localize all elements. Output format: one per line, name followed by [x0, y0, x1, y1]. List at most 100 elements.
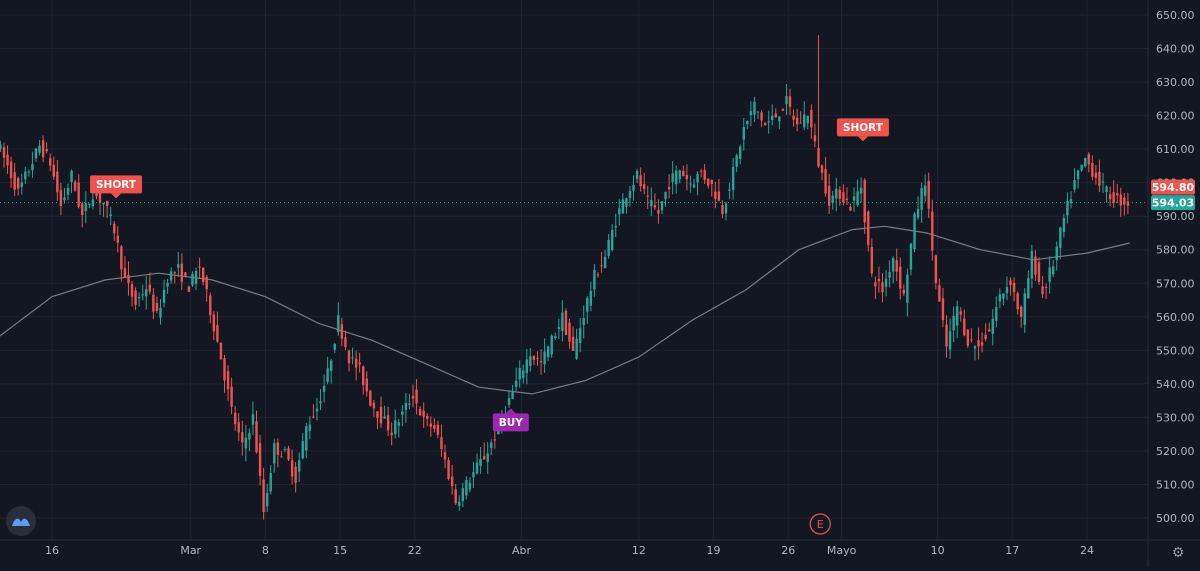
- candle-body: [938, 285, 941, 302]
- candle-body: [88, 203, 91, 205]
- candle-body: [20, 182, 23, 188]
- candle-body: [582, 318, 585, 326]
- candle-body: [717, 191, 721, 201]
- y-axis: 650.00640.00630.00620.00610.00600.00590.…: [1147, 0, 1200, 567]
- candle-body: [49, 158, 52, 166]
- candle-body: [422, 410, 425, 417]
- candle-body: [237, 422, 240, 433]
- y-tick-label: 630.00: [1156, 76, 1195, 89]
- candle-body: [280, 456, 283, 458]
- candle-body: [479, 458, 482, 467]
- candle-body: [906, 274, 909, 304]
- candle-body: [344, 337, 347, 348]
- candle-body: [1020, 306, 1023, 317]
- y-axis-background: [1148, 0, 1200, 567]
- candle-body: [141, 294, 144, 296]
- candle-body: [134, 290, 137, 305]
- candle-body: [123, 268, 127, 278]
- candle-body: [433, 424, 436, 430]
- candle-body: [514, 380, 518, 387]
- x-tick-label: 16: [45, 544, 59, 557]
- candle-body: [891, 258, 895, 272]
- event-marker-label: E: [817, 518, 824, 531]
- candle-body: [130, 284, 134, 297]
- candle-body: [27, 171, 31, 173]
- candle-body: [980, 342, 984, 346]
- candle-body: [618, 208, 621, 215]
- candle-body: [973, 346, 977, 349]
- candle-body: [9, 161, 13, 179]
- candle-body: [0, 144, 2, 150]
- candle-body: [739, 146, 742, 159]
- candle-body: [945, 324, 948, 347]
- candle-body: [987, 329, 991, 332]
- candle-body: [664, 191, 667, 200]
- candle-body: [351, 357, 354, 359]
- candle-body: [671, 173, 674, 183]
- candle-body: [273, 443, 276, 464]
- grid: [0, 0, 1148, 540]
- candle-body: [909, 243, 913, 270]
- candle-body: [703, 169, 706, 180]
- candle-body: [184, 272, 187, 276]
- candle-body: [330, 360, 333, 371]
- candle-body: [2, 147, 6, 158]
- y-tick-label: 610.00: [1156, 143, 1195, 156]
- candle-body: [771, 115, 774, 121]
- x-tick-label: 17: [1005, 544, 1019, 557]
- candle-body: [308, 424, 312, 431]
- candle-body: [198, 266, 201, 268]
- candles-layer: [0, 35, 1130, 520]
- candle-body: [995, 307, 998, 321]
- candle-body: [191, 273, 194, 286]
- candle-body: [913, 213, 916, 250]
- candle-body: [34, 148, 38, 159]
- candle-body: [728, 189, 731, 191]
- candle-body: [1126, 201, 1130, 206]
- candle-body: [13, 172, 16, 190]
- candle-body: [682, 171, 685, 177]
- candle-body: [169, 271, 173, 281]
- candle-body: [486, 453, 489, 462]
- candle-body: [621, 199, 625, 214]
- y-tick-label: 520.00: [1156, 445, 1195, 458]
- candle-body: [297, 460, 301, 472]
- candle-body: [187, 286, 191, 292]
- candle-body: [415, 389, 418, 404]
- candle-body: [1034, 256, 1037, 275]
- candle-body: [635, 171, 639, 180]
- candle-body: [443, 452, 447, 460]
- candle-body: [426, 415, 429, 419]
- candle-body: [1016, 293, 1019, 310]
- candle-body: [763, 123, 767, 126]
- signal-short: SHORT: [836, 118, 889, 142]
- candle-body: [589, 290, 593, 306]
- candle-body: [1059, 227, 1062, 248]
- gear-icon[interactable]: ⚙: [1171, 545, 1185, 561]
- signal-badge: [90, 175, 143, 194]
- candle-body: [760, 112, 763, 121]
- candle-body: [1084, 157, 1087, 167]
- candle-body: [532, 356, 536, 360]
- candle-body: [735, 155, 738, 167]
- candle-body: [70, 170, 73, 183]
- candle-body: [52, 164, 55, 177]
- x-tick-label: Mar: [180, 544, 201, 557]
- candle-body: [337, 315, 340, 333]
- y-tick-label: 550.00: [1156, 344, 1195, 357]
- candle-body: [522, 370, 525, 378]
- y-tick-label: 650.00: [1156, 9, 1195, 22]
- candle-body: [326, 368, 329, 382]
- candle-body: [116, 235, 119, 243]
- y-tick-label: 640.00: [1156, 43, 1195, 56]
- candle-body: [1066, 200, 1069, 216]
- candle-body: [379, 406, 383, 424]
- candle-body: [475, 462, 479, 474]
- candle-body: [63, 197, 66, 201]
- candle-body: [493, 439, 497, 441]
- tradingview-logo-icon[interactable]: [6, 506, 36, 536]
- candle-body: [109, 214, 112, 216]
- candle-body: [436, 424, 440, 435]
- x-tick-label: 26: [781, 544, 795, 557]
